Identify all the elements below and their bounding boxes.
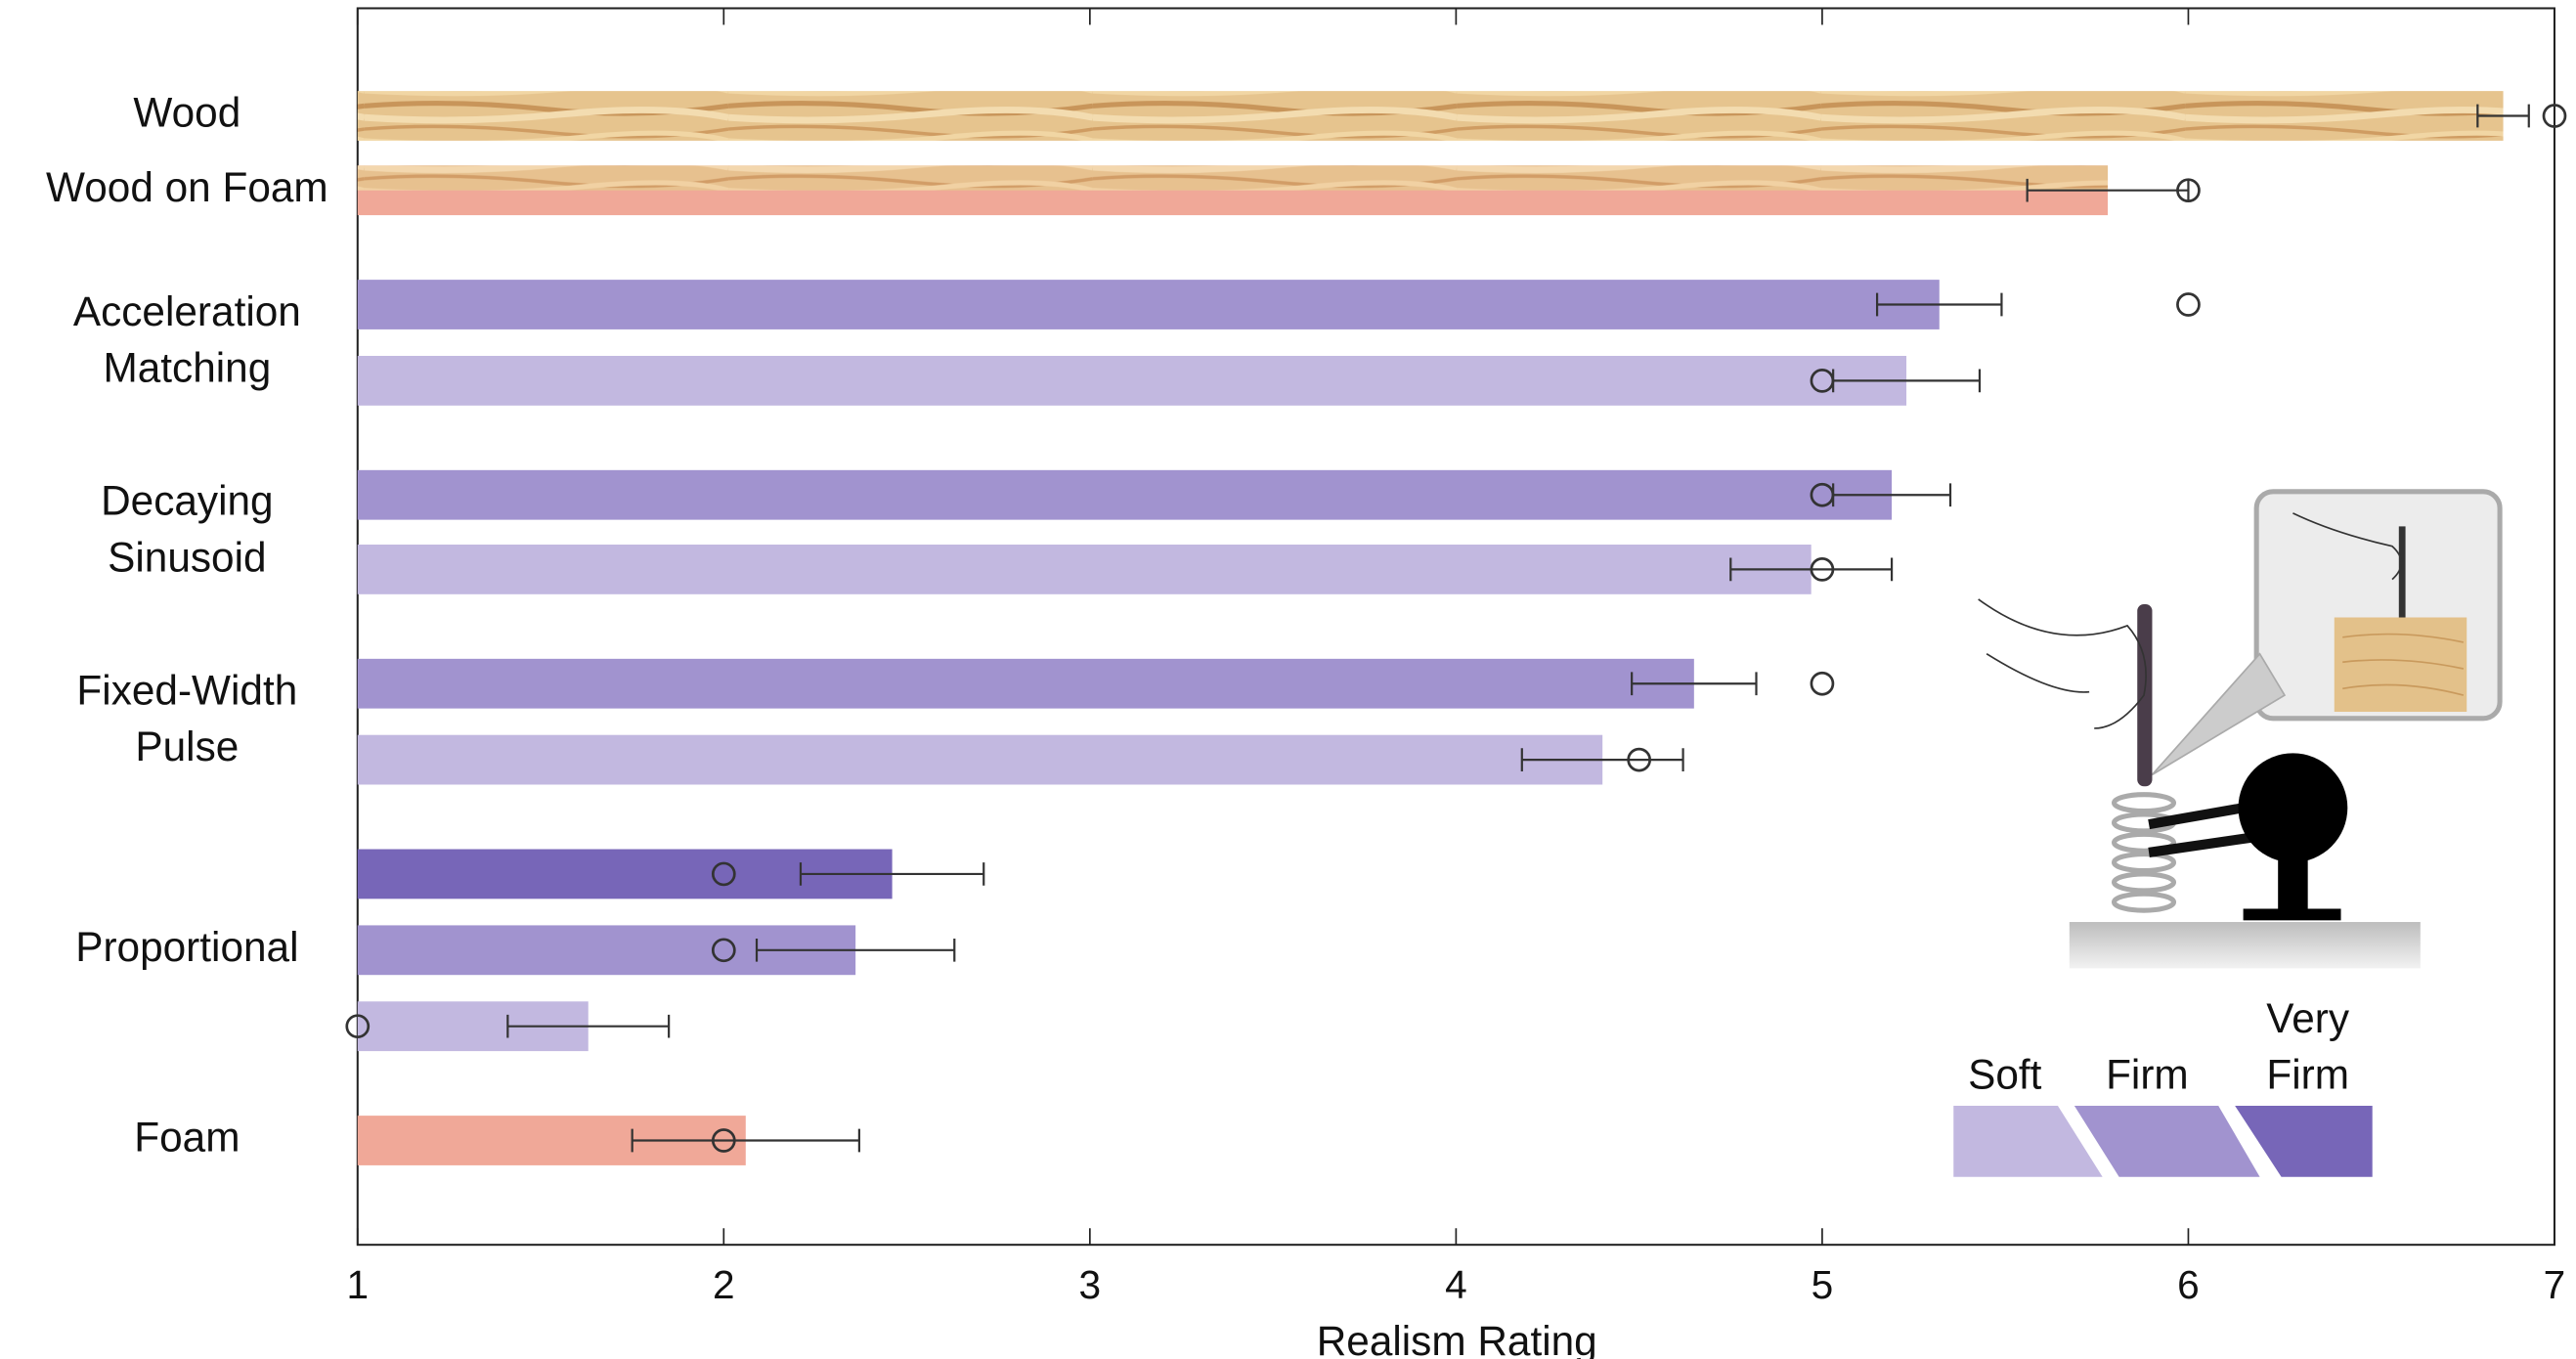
median-marker: [2542, 104, 2567, 128]
bar: [357, 658, 1694, 709]
median-marker: [1810, 369, 1835, 393]
x-tick-label: 6: [2177, 1262, 2200, 1307]
bar-texture: [357, 165, 2109, 191]
category-label: Pulse: [135, 723, 239, 769]
median-marker: [711, 938, 736, 963]
error-bar: [1875, 292, 2003, 317]
legend-swatch: [2074, 1105, 2260, 1177]
x-tick-label: 2: [713, 1262, 735, 1307]
error-bar: [631, 1128, 860, 1153]
median-marker: [2176, 292, 2201, 317]
bar: [357, 469, 1893, 520]
error-bar: [1520, 748, 1684, 771]
legend-label: Soft: [1968, 1051, 2042, 1097]
legend-swatch: [2235, 1105, 2373, 1177]
median-marker: [711, 1128, 736, 1153]
category-label: Wood: [133, 90, 240, 136]
category-label: Fixed-Width: [76, 668, 297, 714]
bar: [357, 734, 1603, 785]
legend: Soft Firm Very Firm: [1953, 995, 2373, 1177]
illustration: [1978, 489, 2503, 969]
category-label: Sinusoid: [108, 534, 266, 580]
median-marker: [1810, 557, 1835, 582]
median-marker: [345, 1014, 371, 1039]
x-tick-label: 5: [1812, 1262, 1834, 1307]
x-tick-label: 3: [1079, 1262, 1102, 1307]
x-tick-label: 7: [2544, 1262, 2566, 1307]
legend-swatch: [1953, 1105, 2103, 1177]
x-axis-label: Realism Rating: [1317, 1318, 1597, 1359]
category-label: Wood on Foam: [46, 164, 328, 210]
bar: [357, 545, 1812, 594]
median-marker: [711, 861, 736, 887]
error-bar: [799, 862, 985, 886]
bar: [357, 356, 1907, 406]
category-label: Decaying: [101, 478, 273, 524]
median-marker: [1627, 747, 1652, 772]
bar: [357, 280, 1940, 329]
median-marker: [2176, 178, 2201, 203]
error-bar: [755, 938, 956, 962]
legend-label: Very: [2266, 995, 2350, 1041]
legend-label: Firm: [2106, 1051, 2189, 1097]
bars: Wood Wood on Foam Acceleration Matching Deca…: [46, 90, 2567, 1165]
median-marker: [1810, 671, 1835, 696]
error-bar: [506, 1014, 671, 1038]
error-bar: [2026, 178, 2190, 202]
bar: [357, 91, 2504, 141]
error-bar: [1631, 672, 1758, 696]
category-label: Proportional: [75, 924, 298, 970]
category-label: Foam: [134, 1115, 240, 1161]
category-label: Matching: [103, 344, 271, 390]
x-tick-label: 4: [1445, 1262, 1467, 1307]
category-label: Acceleration: [73, 288, 301, 334]
error-bar: [2476, 104, 2530, 128]
legend-label: Firm: [2266, 1051, 2349, 1097]
median-marker: [1810, 482, 1835, 507]
x-tick-label: 1: [346, 1262, 369, 1307]
